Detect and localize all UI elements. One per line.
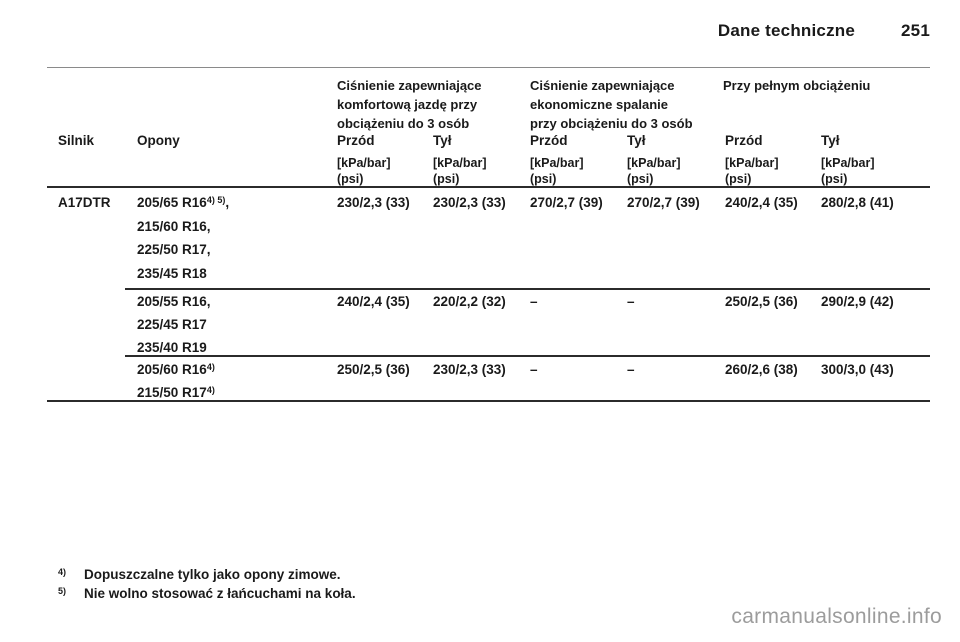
unit-label: [kPa/bar] (psi): [433, 155, 487, 187]
page-number: 251: [901, 21, 930, 40]
group-header-line: komfortową jazdę przy: [337, 97, 478, 112]
unit-kpa: [kPa/bar]: [627, 156, 681, 170]
group-header-line: obciążeniu do 3 osób: [337, 116, 470, 131]
unit-kpa: [kPa/bar]: [433, 156, 487, 170]
tire-size: 225/50 R17,: [137, 242, 211, 257]
group-header-line: przy obciążeniu do 3 osób: [530, 116, 693, 131]
tire-size: 215/50 R174): [137, 385, 215, 400]
group-header-line: ekonomiczne spalanie: [530, 97, 668, 112]
tire-size-text: 205/60 R16: [137, 362, 207, 377]
tire-size-text: 235/45 R18: [137, 266, 207, 281]
unit-psi: (psi): [530, 172, 557, 186]
tire-size-text: 205/55 R16,: [137, 294, 211, 309]
unit-label: [kPa/bar] (psi): [821, 155, 875, 187]
table-rule-bottom: [47, 400, 930, 402]
pressure-value: 220/2,2 (32): [433, 294, 506, 309]
tire-size-text: 235/40 R19: [137, 340, 207, 355]
pressure-value: 270/2,7 (39): [530, 195, 603, 210]
tire-size: 205/65 R164) 5),: [137, 195, 229, 210]
footnote-text: Nie wolno stosować z łańcuchami na koła.: [84, 586, 356, 601]
unit-kpa: [kPa/bar]: [725, 156, 779, 170]
unit-label: [kPa/bar] (psi): [337, 155, 391, 187]
pressure-value: 230/2,3 (33): [433, 362, 506, 377]
unit-kpa: [kPa/bar]: [337, 156, 391, 170]
tire-size: 235/45 R18: [137, 266, 207, 281]
tire-size: 235/40 R19: [137, 340, 207, 355]
pressure-value: 250/2,5 (36): [725, 294, 798, 309]
footnote: 5) Nie wolno stosować z łańcuchami na koł…: [58, 586, 356, 601]
group-header-line: Ciśnienie zapewniające: [530, 78, 675, 93]
footnote-ref: 4) 5): [206, 195, 226, 205]
unit-psi: (psi): [627, 172, 654, 186]
col-header-engine: Silnik: [58, 133, 95, 148]
watermark: carmanualsonline.info: [731, 605, 942, 628]
table-rule-top: [47, 67, 930, 68]
tire-size-text: 225/50 R17,: [137, 242, 211, 257]
col-group-comfort: Ciśnienie zapewniające komfortową jazdę …: [337, 76, 482, 133]
tire-size-text: 215/60 R16,: [137, 219, 211, 234]
table-rule-row1: [125, 288, 930, 290]
footnote-ref: 4): [206, 362, 215, 372]
unit-psi: (psi): [337, 172, 364, 186]
tire-size: 215/60 R16,: [137, 219, 211, 234]
col-header-front: Przód: [725, 133, 763, 148]
col-header-rear: Tył: [433, 133, 452, 148]
pressure-value: 240/2,4 (35): [725, 195, 798, 210]
pressure-value: 270/2,7 (39): [627, 195, 700, 210]
pressure-value: 240/2,4 (35): [337, 294, 410, 309]
pressure-value: 230/2,3 (33): [433, 195, 506, 210]
unit-label: [kPa/bar] (psi): [725, 155, 779, 187]
table-rule-row2: [125, 355, 930, 357]
engine-code: A17DTR: [58, 195, 111, 210]
group-header-line: Ciśnienie zapewniające: [337, 78, 482, 93]
unit-label: [kPa/bar] (psi): [627, 155, 681, 187]
col-header-front: Przód: [337, 133, 375, 148]
pressure-value: 230/2,3 (33): [337, 195, 410, 210]
unit-psi: (psi): [821, 172, 848, 186]
section-title: Dane techniczne: [717, 21, 856, 40]
tire-size-text: 215/50 R17: [137, 385, 207, 400]
pressure-value: –: [530, 362, 538, 377]
unit-kpa: [kPa/bar]: [821, 156, 875, 170]
table-rule-header: [47, 186, 930, 188]
pressure-value: –: [627, 294, 635, 309]
footnote: 4) Dopuszczalne tylko jako opony zimowe.: [58, 567, 341, 582]
tire-size: 205/60 R164): [137, 362, 215, 377]
footnote-ref: 4): [206, 385, 215, 395]
pressure-value: –: [530, 294, 538, 309]
col-header-rear: Tył: [627, 133, 646, 148]
col-group-economy: Ciśnienie zapewniające ekonomiczne spala…: [530, 76, 693, 133]
group-header-line: Przy pełnym obciążeniu: [723, 78, 871, 93]
unit-psi: (psi): [433, 172, 460, 186]
tire-size-text: 225/45 R17: [137, 317, 207, 332]
tire-size: 225/45 R17: [137, 317, 207, 332]
pressure-value: 300/3,0 (43): [821, 362, 894, 377]
unit-psi: (psi): [725, 172, 752, 186]
col-header-tires: Opony: [137, 133, 180, 148]
footnote-text: Dopuszczalne tylko jako opony zimowe.: [84, 567, 341, 582]
pressure-value: 280/2,8 (41): [821, 195, 894, 210]
unit-label: [kPa/bar] (psi): [530, 155, 584, 187]
pressure-value: 290/2,9 (42): [821, 294, 894, 309]
tire-size-text: 205/65 R16: [137, 195, 207, 210]
col-group-full-load: Przy pełnym obciążeniu: [723, 76, 870, 95]
pressure-value: –: [627, 362, 635, 377]
tire-size: 205/55 R16,: [137, 294, 211, 309]
pressure-value: 260/2,6 (38): [725, 362, 798, 377]
col-header-front: Przód: [530, 133, 568, 148]
col-header-rear: Tył: [821, 133, 840, 148]
tire-size-tail: ,: [225, 195, 230, 210]
pressure-value: 250/2,5 (36): [337, 362, 410, 377]
unit-kpa: [kPa/bar]: [530, 156, 584, 170]
page-header: Dane techniczne 251: [718, 21, 930, 41]
